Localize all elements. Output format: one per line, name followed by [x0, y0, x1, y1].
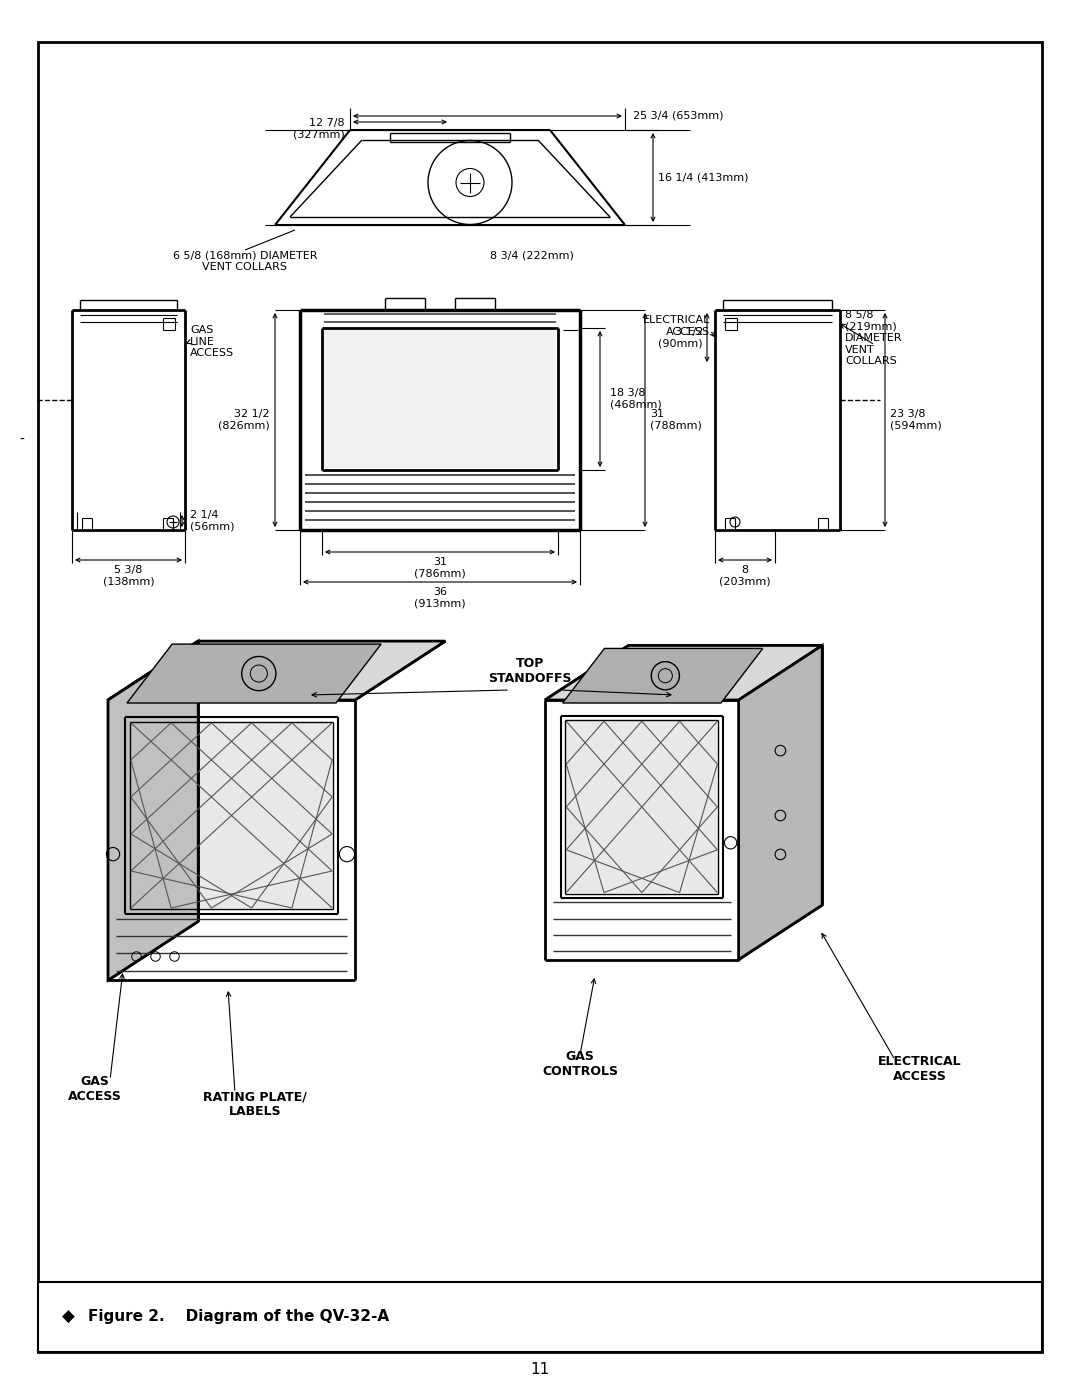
- Text: RATING PLATE/
LABELS: RATING PLATE/ LABELS: [203, 1090, 307, 1118]
- Bar: [566, 721, 717, 893]
- Polygon shape: [108, 641, 445, 700]
- Bar: [324, 330, 556, 468]
- Text: ◆: ◆: [62, 1308, 75, 1326]
- Text: 11: 11: [530, 1362, 550, 1377]
- Text: ELECTRICAL
ACCESS: ELECTRICAL ACCESS: [878, 1055, 962, 1083]
- Text: 36
(913mm): 36 (913mm): [415, 587, 465, 609]
- Text: 12 7/8
(327mm): 12 7/8 (327mm): [294, 117, 345, 140]
- Text: GAS
ACCESS: GAS ACCESS: [68, 1076, 122, 1104]
- Text: TOP
STANDOFFS: TOP STANDOFFS: [488, 657, 571, 685]
- Text: 18 3/8
(468mm): 18 3/8 (468mm): [610, 388, 662, 409]
- Polygon shape: [739, 645, 822, 960]
- Text: 3 1/2
(90mm): 3 1/2 (90mm): [659, 327, 703, 349]
- Text: 2 1/4
(56mm): 2 1/4 (56mm): [190, 510, 234, 532]
- Text: 16 1/4 (413mm): 16 1/4 (413mm): [658, 172, 748, 183]
- Polygon shape: [545, 645, 822, 700]
- Text: ELECTRICAL
ACCESS: ELECTRICAL ACCESS: [643, 314, 710, 337]
- Polygon shape: [127, 644, 381, 703]
- Text: 5 3/8
(138mm): 5 3/8 (138mm): [103, 564, 154, 587]
- Bar: [131, 722, 333, 908]
- Text: 23 3/8
(594mm): 23 3/8 (594mm): [890, 409, 942, 430]
- Text: 31
(788mm): 31 (788mm): [650, 409, 702, 430]
- Text: 25 3/4 (653mm): 25 3/4 (653mm): [633, 110, 724, 122]
- Text: GAS
CONTROLS: GAS CONTROLS: [542, 1051, 618, 1078]
- Text: 31
(786mm): 31 (786mm): [414, 557, 465, 578]
- Text: Figure 2.    Diagram of the QV-32-A: Figure 2. Diagram of the QV-32-A: [87, 1309, 389, 1324]
- Text: 8 5/8
(219mm)
DIAMETER
VENT
COLLARS: 8 5/8 (219mm) DIAMETER VENT COLLARS: [845, 310, 903, 366]
- Text: 8
(203mm): 8 (203mm): [719, 564, 771, 587]
- Text: 32 1/2
(826mm): 32 1/2 (826mm): [218, 409, 270, 430]
- Text: -: -: [19, 433, 25, 447]
- Polygon shape: [108, 641, 199, 981]
- Text: GAS
LINE
ACCESS: GAS LINE ACCESS: [190, 326, 234, 358]
- Text: 8 3/4 (222mm): 8 3/4 (222mm): [490, 250, 573, 260]
- Text: 6 5/8 (168mm) DIAMETER
VENT COLLARS: 6 5/8 (168mm) DIAMETER VENT COLLARS: [173, 250, 318, 271]
- Polygon shape: [563, 648, 762, 703]
- Bar: [38, 1282, 1042, 1352]
